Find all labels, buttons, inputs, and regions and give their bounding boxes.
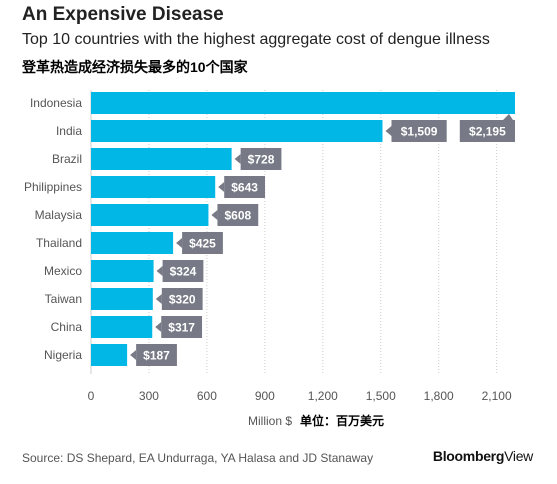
category-label: Nigeria bbox=[44, 348, 82, 362]
bar bbox=[91, 176, 216, 198]
x-axis-label: Million $ bbox=[248, 414, 292, 428]
category-label: Malaysia bbox=[35, 208, 83, 222]
value-label: $608 bbox=[224, 209, 251, 223]
value-label: $324 bbox=[170, 265, 197, 279]
value-callout bbox=[182, 232, 223, 254]
x-tick-label: 900 bbox=[255, 389, 275, 403]
value-label: $643 bbox=[231, 181, 258, 195]
value-callout-pointer bbox=[385, 126, 392, 136]
value-callout bbox=[391, 120, 447, 142]
value-label: $1,509 bbox=[401, 125, 438, 139]
x-tick-label: 600 bbox=[197, 389, 217, 403]
value-callout bbox=[136, 344, 177, 366]
chart-title: An Expensive Disease bbox=[22, 4, 224, 25]
value-label: $320 bbox=[169, 293, 196, 307]
value-label: $187 bbox=[143, 349, 170, 363]
bar bbox=[91, 232, 174, 254]
source-note: Source: DS Shepard, EA Undurraga, YA Hal… bbox=[22, 451, 374, 465]
bar bbox=[91, 288, 153, 310]
value-callout-pointer bbox=[503, 114, 513, 120]
bar-chart: Indonesia India Brazil Philippines Malaysia T… bbox=[24, 90, 515, 428]
value-callout-pointer bbox=[155, 294, 162, 304]
bar bbox=[91, 148, 232, 170]
category-label: Mexico bbox=[44, 264, 82, 278]
value-callout-pointer bbox=[234, 154, 241, 164]
x-tick-label: 1,200 bbox=[308, 389, 338, 403]
value-callout-pointer bbox=[130, 350, 137, 360]
chart-subtitle: Top 10 countries with the highest aggreg… bbox=[22, 31, 490, 48]
value-callout-pointer bbox=[176, 238, 183, 248]
category-label: Thailand bbox=[36, 236, 82, 250]
value-callout-pointer bbox=[155, 322, 162, 332]
x-tick-label: 300 bbox=[139, 389, 159, 403]
value-callout bbox=[459, 120, 515, 142]
value-callout bbox=[161, 316, 203, 338]
x-tick-label: 2,100 bbox=[482, 389, 512, 403]
value-label: $2,195 bbox=[469, 125, 506, 139]
category-label: Indonesia bbox=[30, 96, 82, 110]
value-callout-pointer bbox=[156, 266, 163, 276]
category-label: India bbox=[56, 124, 82, 138]
bloomberg-view-logo: BloombergView bbox=[433, 448, 533, 464]
value-callout bbox=[240, 148, 282, 170]
value-callout-pointer bbox=[218, 182, 225, 192]
value-callout bbox=[217, 204, 259, 226]
chart-subtitle-chinese: 登革热造成经济损失最多的10个国家 bbox=[22, 59, 248, 75]
bar bbox=[91, 92, 515, 114]
value-callout bbox=[161, 288, 203, 310]
category-label: China bbox=[51, 320, 83, 334]
value-label: $425 bbox=[189, 237, 216, 251]
value-callout bbox=[224, 176, 266, 198]
x-axis-label-chinese: 单位：百万美元 bbox=[300, 413, 384, 428]
bar bbox=[91, 204, 209, 226]
category-label: Taiwan bbox=[45, 292, 82, 306]
brand-suffix: View bbox=[504, 448, 533, 464]
brand-name: Bloomberg bbox=[432, 448, 505, 464]
value-label: $728 bbox=[248, 153, 275, 167]
bar bbox=[91, 120, 383, 142]
bar bbox=[91, 344, 128, 366]
category-label: Brazil bbox=[52, 152, 82, 166]
bar bbox=[91, 260, 154, 282]
value-callout-pointer bbox=[211, 210, 218, 220]
bar bbox=[91, 316, 153, 338]
x-tick-label: 1,800 bbox=[424, 389, 454, 403]
category-label: Philippines bbox=[24, 180, 82, 194]
x-tick-label: 0 bbox=[88, 389, 95, 403]
value-label: $317 bbox=[168, 321, 195, 335]
x-tick-label: 1,500 bbox=[366, 389, 396, 403]
value-callout bbox=[162, 260, 204, 282]
